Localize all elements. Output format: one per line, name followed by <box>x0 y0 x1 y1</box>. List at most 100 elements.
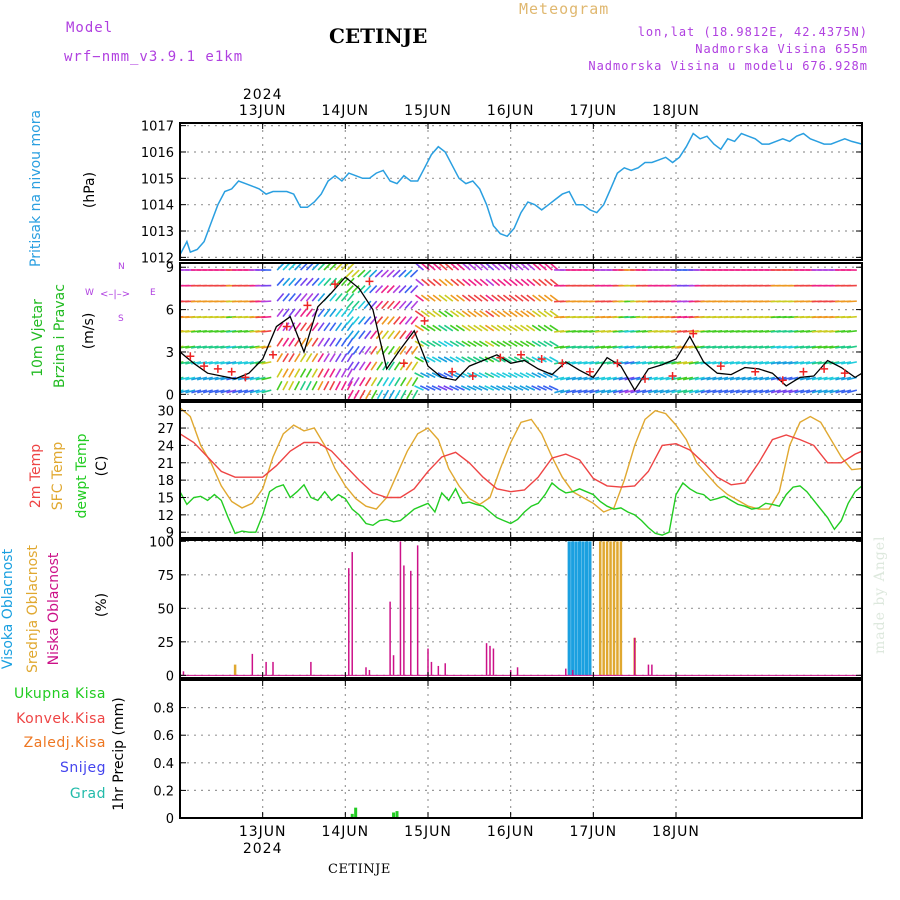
wind-barb <box>507 372 518 379</box>
wind-barb <box>294 292 302 302</box>
wind-barb <box>717 345 729 349</box>
wind-barb <box>526 263 536 271</box>
wind-barb <box>426 294 436 302</box>
wind-barb <box>478 372 489 379</box>
wind-barb <box>450 310 460 318</box>
wind-barb <box>363 300 372 310</box>
wind-barb <box>538 263 548 271</box>
wind-barb <box>473 294 483 302</box>
wind-barb <box>485 263 495 271</box>
wind-barb <box>577 345 588 349</box>
wind-barb <box>537 324 547 332</box>
wind-barb <box>398 300 407 310</box>
wind-barb <box>794 389 805 394</box>
wind-barb <box>520 324 530 332</box>
wind-barb <box>508 294 518 302</box>
wind-barb <box>450 278 460 287</box>
wind-barb <box>431 356 442 363</box>
wind-barb <box>490 385 500 391</box>
wind-barb <box>180 376 184 380</box>
y-tick-label: 50 <box>157 602 174 617</box>
wind-barb <box>600 345 612 349</box>
wind-barb <box>461 294 471 302</box>
wind-barb <box>782 389 793 394</box>
wind-barb <box>432 324 442 332</box>
wind-barb <box>747 345 758 349</box>
wind-barb <box>630 345 641 349</box>
gust-mark <box>716 362 725 371</box>
wind-barb <box>232 361 243 365</box>
y-tick-label: 30 <box>157 405 174 420</box>
panel-frame <box>179 401 863 539</box>
wind-barb <box>432 263 442 271</box>
wind-barb <box>443 372 454 379</box>
wind-barb <box>311 322 319 332</box>
wind-barb <box>490 340 501 348</box>
wind-barb <box>400 389 407 400</box>
wind-barb <box>776 361 787 365</box>
wind-barb <box>542 385 553 391</box>
wind-barb <box>261 329 272 333</box>
wind-barb <box>388 389 395 400</box>
wind-barb <box>525 372 536 379</box>
wind-barb <box>346 316 354 325</box>
wind-barb <box>196 376 208 381</box>
wind-barb <box>455 340 465 348</box>
wind-barb <box>357 269 366 278</box>
wind-barb <box>411 361 419 371</box>
wind-barb <box>537 310 547 318</box>
wind-barb <box>405 376 413 387</box>
wind-barb <box>729 376 740 381</box>
wind-barb <box>508 324 518 332</box>
wind-barb <box>288 292 296 302</box>
wind-barb <box>414 356 424 363</box>
wind-barb <box>764 389 776 394</box>
gust-mark <box>213 364 222 373</box>
wind-barb <box>502 324 512 332</box>
wind-barb <box>180 345 190 349</box>
wind-barb <box>513 385 524 391</box>
wind-barb <box>467 324 477 332</box>
wind-barb <box>514 294 524 302</box>
wind-barb <box>543 356 553 363</box>
wind-barb <box>375 285 384 294</box>
wind-barb <box>496 324 506 332</box>
wind-barb <box>514 340 524 348</box>
wind-barb <box>531 324 542 332</box>
wind-barb <box>532 294 542 302</box>
wind-barb <box>450 263 460 271</box>
wind-barb <box>323 368 330 378</box>
wind-barb <box>723 361 735 365</box>
wind-barb <box>706 389 717 394</box>
wind-barb <box>467 356 477 363</box>
wind-barb <box>753 345 764 349</box>
wind-barb <box>345 285 354 294</box>
wind-barb <box>700 345 711 349</box>
wind-barb <box>560 376 571 381</box>
wind-barb <box>323 277 332 287</box>
wind-barb <box>549 294 559 302</box>
y-tick-label: 12 <box>157 509 174 524</box>
pressure-line <box>179 132 863 256</box>
wind-barb <box>462 278 471 287</box>
wind-barb <box>311 352 319 363</box>
wind-barb <box>208 345 219 349</box>
wind-rose-n: N <box>118 262 125 272</box>
wind-barb <box>543 310 553 318</box>
wind-barb <box>525 356 536 363</box>
wind-barb <box>404 316 413 325</box>
wind-barb <box>426 356 436 363</box>
wind-barb <box>788 361 799 365</box>
wind-barb <box>346 337 354 347</box>
wind-barb <box>491 263 501 271</box>
wind-barb <box>595 389 606 394</box>
wind-barb <box>514 310 524 318</box>
wind-barb <box>618 376 629 381</box>
wind-barb <box>353 376 360 387</box>
wind-barb <box>249 345 260 349</box>
wind-barb <box>329 380 336 391</box>
wind-barb <box>196 345 207 349</box>
wind-barb <box>829 389 840 394</box>
wind-barb <box>747 361 758 365</box>
wind-barb <box>531 356 542 363</box>
